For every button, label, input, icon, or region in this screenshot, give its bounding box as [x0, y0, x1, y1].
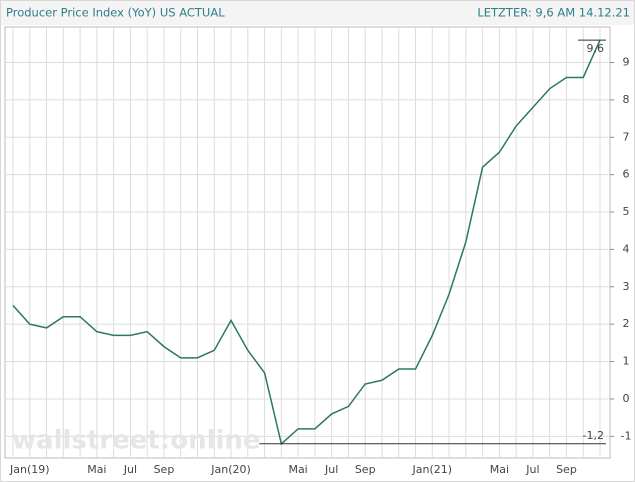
header-bar [1, 1, 634, 25]
y-tick-label: 7 [623, 130, 630, 143]
y-tick-label: 9 [623, 56, 630, 69]
x-tick-label: Mai [87, 463, 106, 476]
x-tick-label: Jan(21) [412, 463, 453, 476]
y-tick-label: 3 [623, 280, 630, 293]
y-tick-label: 4 [623, 242, 630, 255]
x-tick-label: Sep [154, 463, 175, 476]
chart-title: Producer Price Index (YoY) US ACTUAL [6, 6, 225, 20]
y-tick-label: 6 [623, 168, 630, 181]
y-tick-label: -1 [621, 429, 632, 442]
y-tick-label: 5 [623, 205, 630, 218]
x-tick-label: Jan(19) [9, 463, 50, 476]
y-tick-label: 8 [623, 93, 630, 106]
x-tick-label: Jul [525, 463, 539, 476]
x-tick-label: Sep [355, 463, 376, 476]
y-tick-label: 2 [623, 317, 630, 330]
data-line [12, 39, 601, 446]
x-tick-label: Mai [490, 463, 509, 476]
x-tick-label: Jul [324, 463, 338, 476]
x-tick-label: Mai [288, 463, 307, 476]
y-tick-label: 0 [623, 392, 630, 405]
y-tick-label: 1 [623, 355, 630, 368]
x-tick-label: Jan(20) [210, 463, 251, 476]
chart-subtitle: LETZTER: 9,6 AM 14.12.21 [477, 6, 630, 20]
annotation-label: 9,6 [587, 42, 605, 55]
watermark: wallstreet:online [12, 426, 261, 456]
plot-area [4, 26, 611, 459]
x-tick-label: Jul [123, 463, 137, 476]
x-tick-label: Sep [556, 463, 577, 476]
annotation-label: -1,2 [583, 429, 604, 442]
